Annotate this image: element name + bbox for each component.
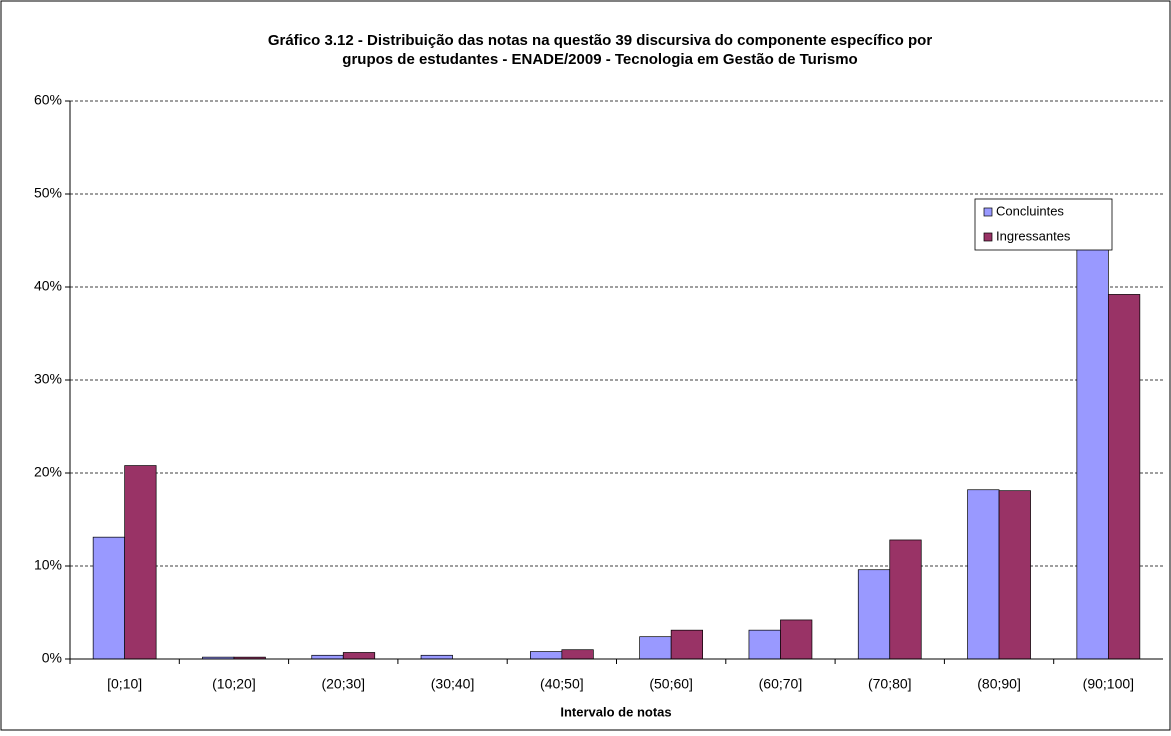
bar (124, 465, 157, 660)
bar (561, 649, 594, 660)
bar (967, 489, 1000, 660)
bar (639, 636, 672, 660)
x-tick-label: (50;60] (649, 676, 693, 692)
bar (311, 654, 344, 660)
y-tick-label: 30% (34, 371, 62, 387)
x-tick-label: (60;70] (759, 676, 803, 692)
x-tick-label: [0;10] (107, 676, 142, 692)
y-tick-label: 10% (34, 557, 62, 573)
x-tick-label: (80;90] (977, 676, 1021, 692)
legend-label: Concluintes (996, 203, 1064, 218)
y-tick-label: 40% (34, 278, 62, 294)
y-tick-label: 20% (34, 464, 62, 480)
bar (670, 629, 704, 660)
legend-swatch (983, 232, 993, 242)
x-tick-label: (70;80] (868, 676, 912, 692)
bar (998, 490, 1031, 660)
x-tick-label: (20;30] (321, 676, 365, 692)
bar (780, 619, 813, 660)
x-tick-label: (90;100] (1083, 676, 1134, 692)
x-tick-label: (40;50] (540, 676, 584, 692)
y-tick-label: 0% (42, 650, 62, 666)
bar (529, 651, 563, 660)
legend-label: Ingressantes (996, 228, 1071, 243)
bar (1107, 294, 1141, 660)
bar (1076, 205, 1109, 660)
x-tick-label: (30;40] (431, 676, 475, 692)
legend-box (974, 198, 1113, 251)
bar (420, 654, 453, 660)
bar (889, 539, 922, 660)
bar (857, 569, 891, 660)
chart-title: grupos de estudantes - ENADE/2009 - Tecn… (342, 51, 857, 68)
legend-swatch (983, 207, 993, 217)
bar (92, 536, 126, 660)
y-tick-label: 60% (34, 92, 62, 108)
y-tick-label: 50% (34, 185, 62, 201)
x-tick-label: (10;20] (212, 676, 256, 692)
chart-title: Gráfico 3.12 - Distribuição das notas na… (268, 32, 933, 49)
bar (748, 629, 781, 660)
bar (342, 652, 376, 660)
x-axis-label: Intervalo de notas (560, 704, 671, 719)
